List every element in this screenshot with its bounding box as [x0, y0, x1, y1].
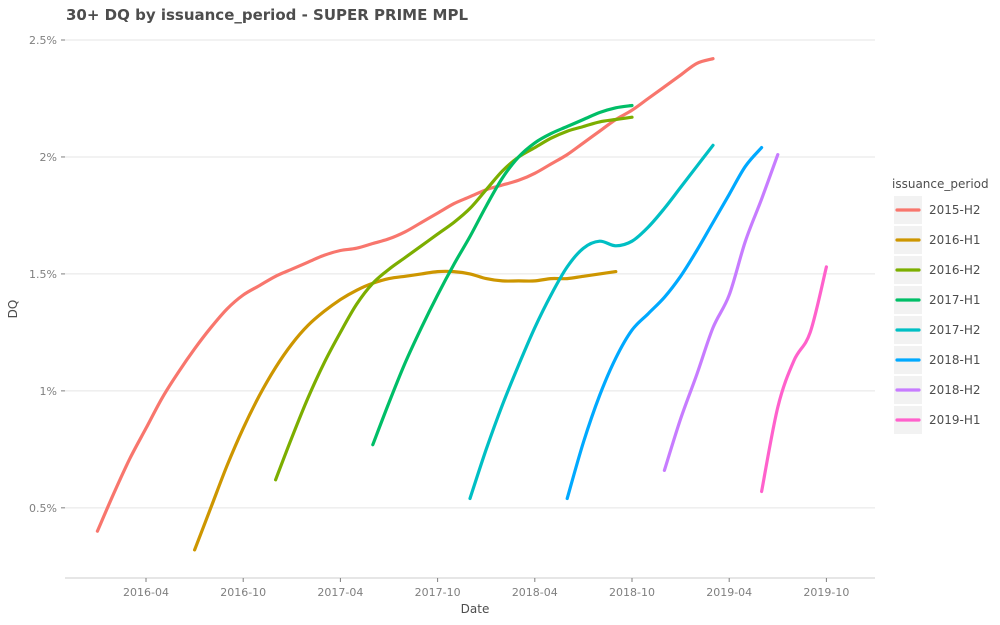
y-tick-label: 2.5%: [29, 34, 57, 47]
chart-title: 30+ DQ by issuance_period - SUPER PRIME …: [66, 6, 469, 24]
x-tick-label: 2019-04: [706, 586, 752, 599]
x-tick-label: 2019-10: [803, 586, 849, 599]
legend: issuance_period 2015-H2 2016-H1 2016-H2 2017…: [892, 177, 989, 434]
legend-label: 2016-H1: [929, 233, 981, 247]
y-tick-label: 0.5%: [29, 502, 57, 515]
y-tick-label: 1.5%: [29, 268, 57, 281]
series-line-2018-H1: [565, 146, 764, 501]
series-line-2016-H2: [274, 115, 634, 482]
y-axis-title: DQ: [6, 300, 20, 319]
x-tick-label: 2018-10: [609, 586, 655, 599]
legend-label: 2017-H1: [929, 293, 981, 307]
legend-label: 2018-H1: [929, 353, 981, 367]
x-tick-label: 2016-04: [123, 586, 169, 599]
legend-title: issuance_period: [892, 177, 989, 191]
x-axis-title: Date: [461, 602, 490, 616]
series-line-2016-H1: [193, 269, 618, 552]
series-line-2017-H2: [468, 143, 715, 501]
series-line-2019-H1: [760, 265, 828, 494]
series-line-2018-H2: [662, 153, 780, 472]
legend-label: 2015-H2: [929, 203, 981, 217]
x-tick-label: 2018-04: [512, 586, 558, 599]
x-tick-label: 2017-10: [415, 586, 461, 599]
legend-label: 2016-H2: [929, 263, 981, 277]
axes: 0.5% 1% 1.5% 2% 2.5% 2016-04 2016-10 2017-04 201…: [6, 34, 875, 616]
y-tick-label: 1%: [40, 385, 57, 398]
x-tick-label: 2016-10: [220, 586, 266, 599]
series-line-2015-H2: [95, 57, 715, 533]
series-line-2017-H1: [371, 103, 634, 447]
y-tick-label: 2%: [40, 151, 57, 164]
series-lines: [95, 57, 828, 552]
legend-label: 2017-H2: [929, 323, 981, 337]
legend-label: 2019-H1: [929, 413, 981, 427]
x-tick-label: 2017-04: [317, 586, 363, 599]
legend-label: 2018-H2: [929, 383, 981, 397]
